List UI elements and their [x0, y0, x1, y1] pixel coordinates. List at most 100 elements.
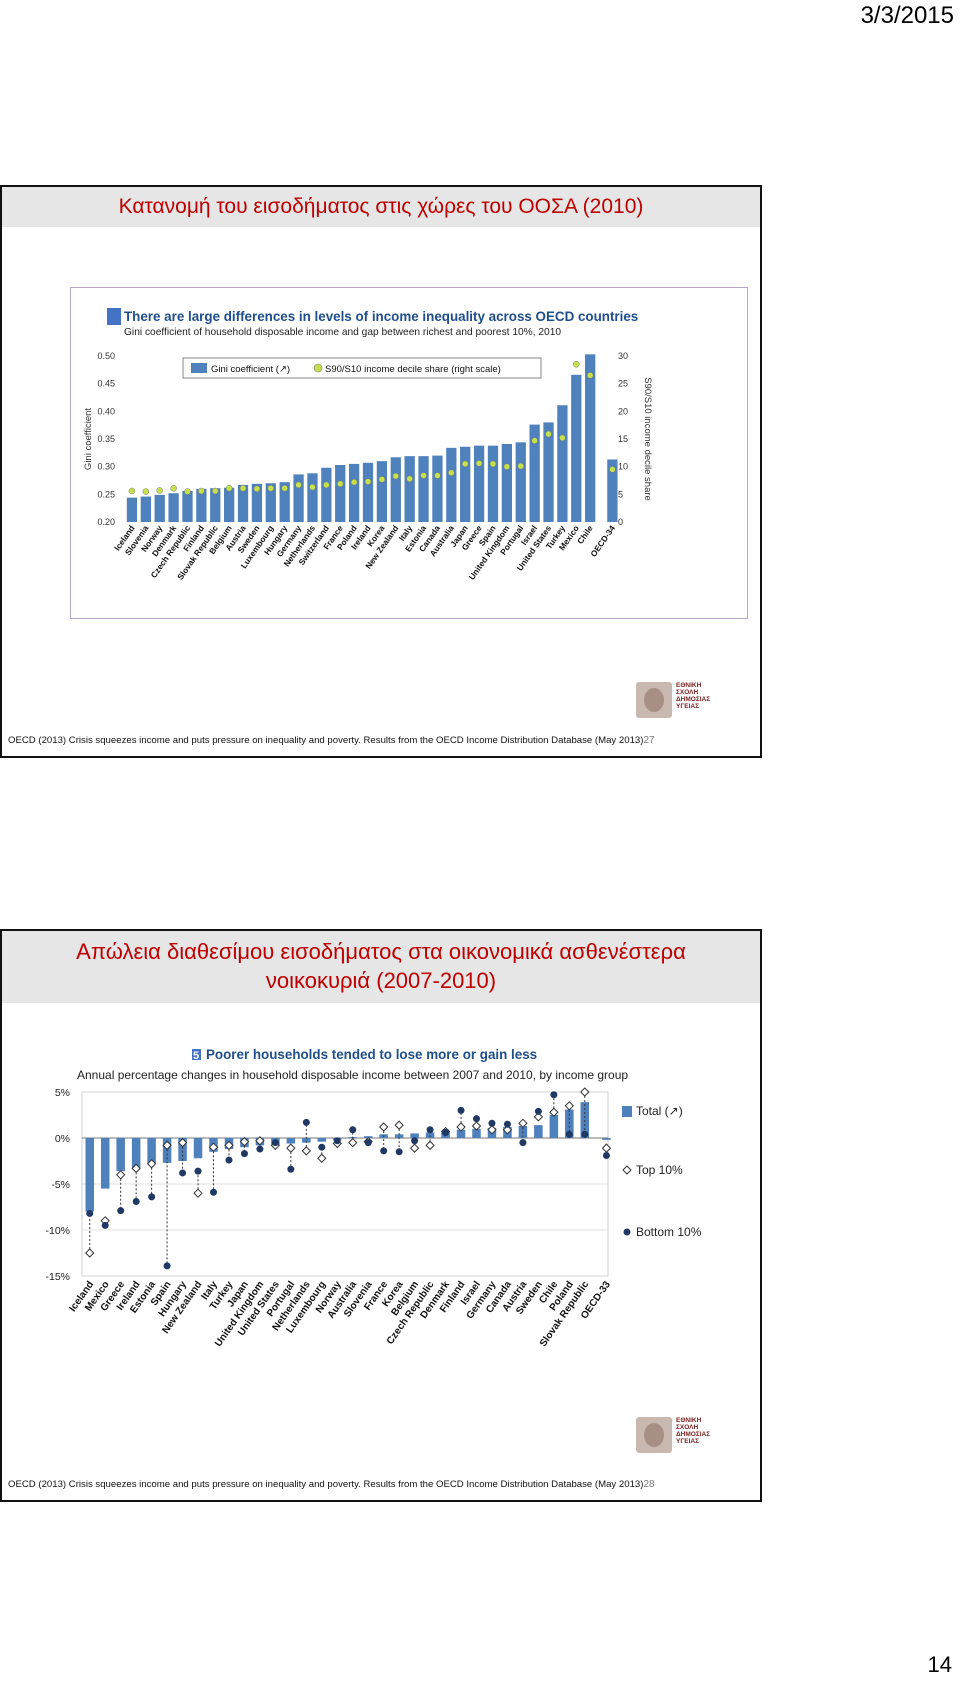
top-decile-marker: [564, 1101, 575, 1111]
top-decile-marker: [224, 1140, 234, 1151]
slide-27: Κατανομή του εισοδήματος στις χώρες του …: [0, 185, 762, 758]
bar: [376, 461, 388, 522]
top-decile-marker: [301, 1146, 312, 1156]
bottom-decile-marker: [302, 1118, 310, 1126]
bottom-decile-marker: [488, 1119, 496, 1127]
bottom-decile-marker: [550, 1091, 558, 1099]
data-point: [364, 478, 372, 485]
top-decile-marker: [471, 1121, 482, 1131]
legend-label: Gini coefficient (↗): [211, 364, 290, 375]
figure-number-box: [192, 1049, 201, 1060]
bottom-decile-marker: [240, 1150, 248, 1158]
x-tick-label: Chile: [575, 523, 595, 546]
slide-title: Απώλεια διαθεσίμου εισοδήματος στα οικον…: [2, 931, 760, 1003]
bar: [100, 1138, 110, 1189]
top-decile-marker: [394, 1120, 404, 1130]
bar: [585, 354, 596, 522]
bar: [237, 484, 249, 522]
bottom-decile-marker: [194, 1167, 202, 1175]
data-point: [503, 463, 511, 470]
bar: [286, 1138, 296, 1144]
bar: [317, 1138, 327, 1142]
bar: [182, 491, 193, 522]
top-decile-marker: [378, 1122, 389, 1132]
y2-tick-label: 25: [618, 379, 628, 389]
bar: [607, 459, 618, 522]
logo-line: ΔΗΜΟΣΙΑΣ: [676, 696, 711, 703]
data-point: [406, 475, 413, 483]
bottom-decile-marker: [101, 1221, 109, 1229]
data-point: [378, 476, 386, 483]
bottom-decile-marker: [395, 1148, 403, 1156]
data-point: [212, 487, 219, 495]
bottom-decile-marker: [117, 1207, 125, 1215]
bar: [515, 442, 526, 522]
bar: [178, 1138, 187, 1161]
bottom-decile-marker: [271, 1139, 279, 1147]
y-tick-label: 0%: [55, 1133, 70, 1145]
data-point: [475, 460, 483, 467]
top-decile-marker: [533, 1112, 544, 1122]
legend-swatch-bar: [622, 1106, 632, 1117]
legend-label: Top 10%: [636, 1163, 683, 1177]
legend-swatch-bar: [191, 363, 207, 373]
y2-tick-label: 0: [618, 517, 623, 527]
legend-swatch-dot: [623, 1228, 631, 1236]
bar: [116, 1138, 125, 1172]
bar: [224, 487, 235, 522]
top-decile-marker: [518, 1118, 528, 1128]
logo-line: ΕΘΝΙΚΗ: [676, 682, 702, 689]
page-number: 14: [927, 1652, 952, 1677]
data-point: [239, 484, 247, 492]
y-tick-label: -10%: [45, 1225, 70, 1237]
top-decile-marker: [85, 1248, 95, 1258]
y2-tick-label: 20: [618, 406, 628, 416]
bottom-decile-marker: [380, 1147, 388, 1155]
bar: [140, 496, 151, 522]
data-point: [573, 361, 580, 368]
top-decile-marker: [115, 1170, 126, 1180]
bottom-decile-marker: [411, 1137, 419, 1145]
bar: [446, 447, 457, 522]
top-decile-marker: [456, 1122, 466, 1132]
y2-axis-label: S90/S10 income decile share: [642, 377, 653, 501]
data-point: [448, 469, 455, 477]
bar: [487, 445, 499, 522]
bar: [571, 374, 582, 522]
top-decile-marker: [255, 1136, 265, 1146]
bar: [404, 456, 415, 522]
y-tick-label: -15%: [45, 1271, 70, 1283]
bottom-decile-marker: [132, 1197, 140, 1205]
top-decile-marker: [425, 1140, 435, 1151]
top-decile-marker: [409, 1143, 420, 1153]
source-text: OECD (2013) Crisis squeezes income and p…: [8, 1479, 644, 1490]
data-point: [392, 472, 400, 480]
top-decile-marker: [286, 1143, 296, 1153]
bottom-decile-marker: [473, 1115, 480, 1123]
bar: [418, 456, 429, 522]
y2-tick-label: 5: [618, 489, 623, 499]
data-point: [517, 462, 524, 470]
data-point: [267, 484, 275, 492]
bottom-decile-marker: [565, 1130, 573, 1138]
bar: [193, 1138, 203, 1159]
bottom-decile-marker: [519, 1139, 527, 1147]
data-point: [323, 481, 330, 489]
data-point: [531, 437, 538, 444]
bar: [279, 482, 290, 522]
logo-emblem: [636, 682, 672, 718]
bottom-decile-marker: [349, 1126, 357, 1134]
top-decile-marker: [348, 1137, 358, 1148]
y-axis-label: Gini coefficient: [83, 408, 94, 470]
bar: [348, 463, 360, 522]
logo-line: ΥΓΕΙΑΣ: [676, 703, 699, 710]
institution-logo: ΕΘΝΙΚΗ ΣΧΟΛΗ ΔΗΜΟΣΙΑΣ ΥΓΕΙΑΣ: [636, 682, 722, 718]
y2-tick-label: 30: [618, 351, 628, 361]
y-tick-label: 0.30: [97, 462, 115, 472]
legend-swatch-diamond: [622, 1165, 632, 1175]
bottom-decile-marker: [503, 1120, 511, 1128]
bar: [529, 424, 540, 522]
legend-swatch-dot: [313, 363, 323, 373]
bar: [456, 1129, 466, 1138]
slide-title-line: Απώλεια διαθεσίμου εισοδήματος στα οικον…: [76, 939, 686, 964]
